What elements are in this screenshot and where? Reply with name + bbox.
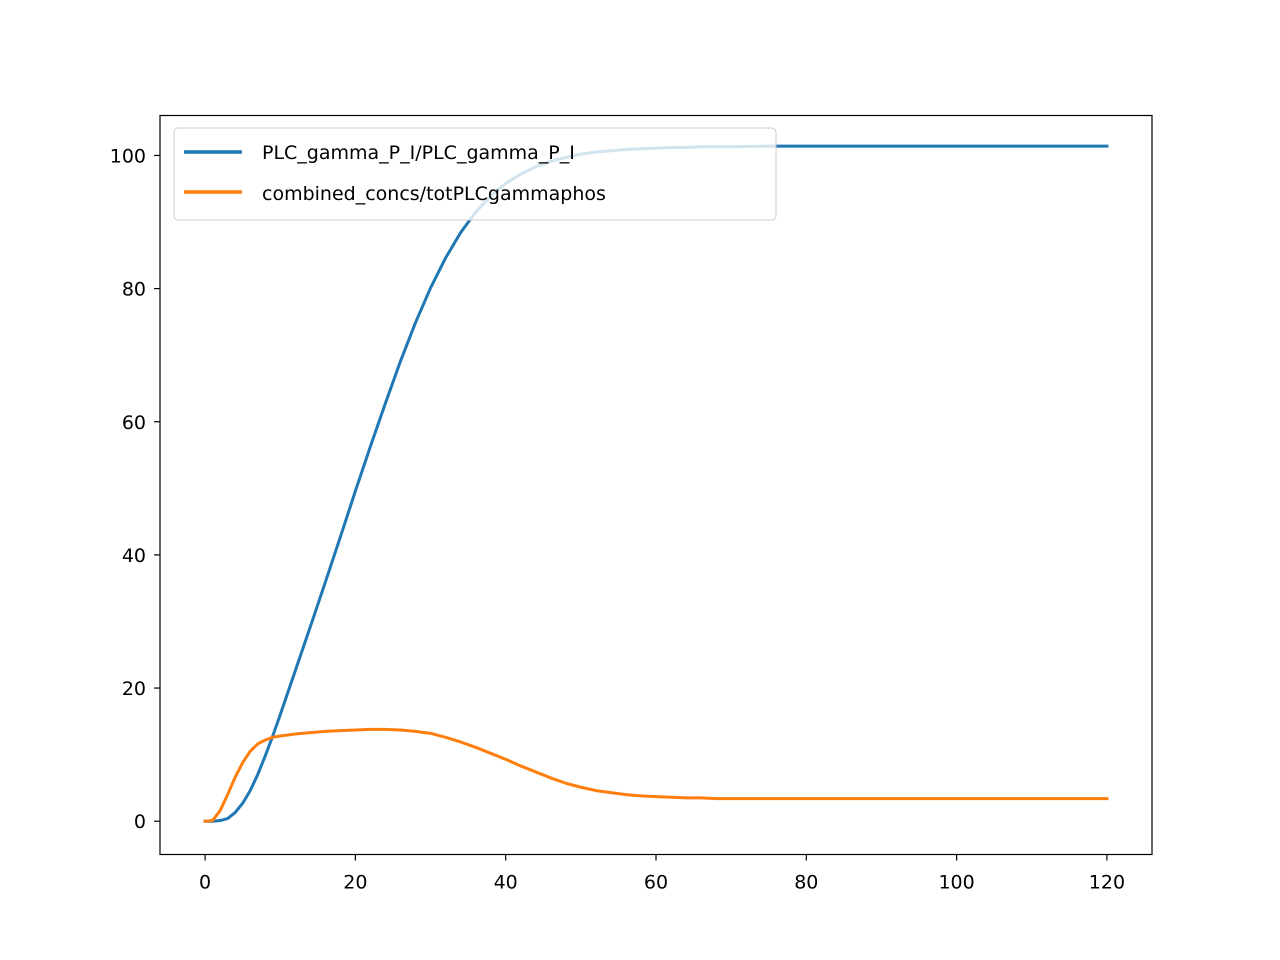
x-tick-label: 80: [794, 872, 818, 894]
ticks-layer: 0 20 40 60 80 100 120 0 20 40 60 80 100: [110, 145, 1125, 893]
y-tick-label: 100: [110, 145, 146, 167]
y-tick-label: 20: [122, 678, 146, 700]
legend-label-series-2: combined_concs/totPLCgammaphos: [262, 183, 606, 205]
x-tick-label: 100: [938, 872, 974, 894]
y-tick-label: 80: [122, 279, 146, 301]
x-tick-label: 60: [644, 872, 668, 894]
legend-frame: [173, 127, 777, 221]
x-tick-label: 0: [199, 872, 211, 894]
x-tick-label: 120: [1089, 872, 1125, 894]
x-tick-label: 40: [494, 872, 518, 894]
legend-label-series-1: PLC_gamma_P_I/PLC_gamma_P_I: [262, 142, 575, 164]
series-line-2: [203, 727, 1109, 823]
y-tick-label: 0: [134, 811, 146, 833]
y-tick-label: 60: [122, 412, 146, 434]
y-tick-label: 40: [122, 545, 146, 567]
legend: PLC_gamma_P_I/PLC_gamma_P_I combined_con…: [173, 127, 777, 221]
x-tick-label: 20: [343, 872, 367, 894]
